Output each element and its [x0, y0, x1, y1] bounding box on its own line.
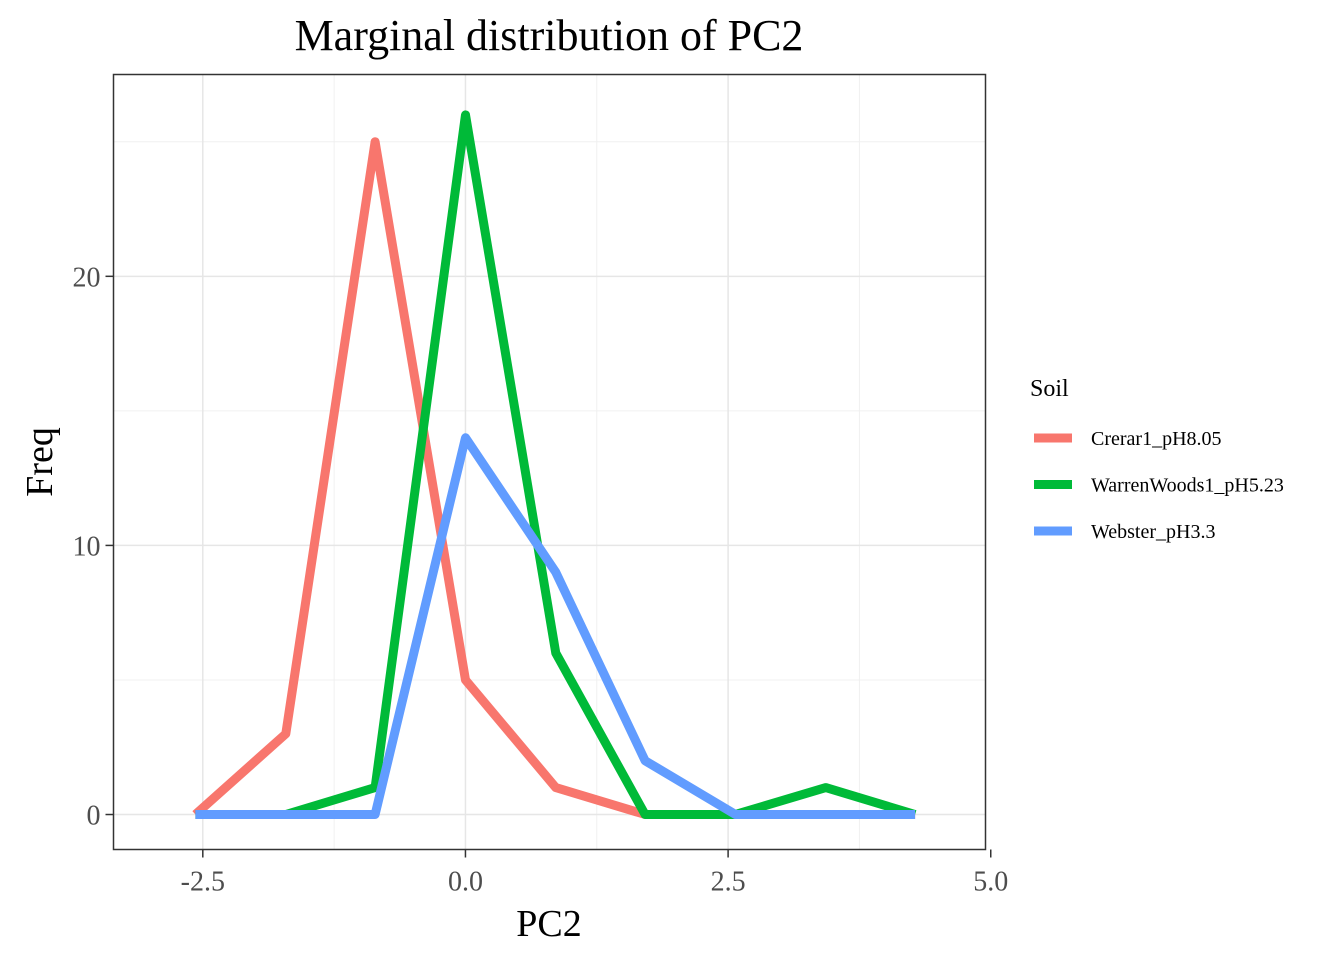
y-tick-label: 0: [87, 801, 101, 832]
y-axis-label: Freq: [19, 427, 61, 497]
x-tick-label: 0.0: [448, 867, 483, 898]
x-axis-label: PC2: [516, 903, 581, 945]
series-line-1: [195, 110, 917, 819]
legend: Soil Crerar1_pH8.05 WarrenWoods1_pH5.23 We…: [1030, 376, 1284, 543]
legend-label: WarrenWoods1_pH5.23: [1091, 475, 1284, 497]
legend-label: Crerar1_pH8.05: [1091, 428, 1222, 450]
x-axis-ticks: -2.5 0.0 2.5 5.0: [181, 849, 1008, 898]
grid-major: [113, 74, 986, 850]
y-tick-label: 10: [73, 531, 101, 562]
series-line-2: [195, 433, 916, 819]
x-tick-label: 5.0: [973, 867, 1008, 898]
legend-item: Crerar1_pH8.05: [1034, 428, 1222, 450]
legend-item: WarrenWoods1_pH5.23: [1034, 475, 1284, 497]
x-tick-label: 2.5: [711, 867, 746, 898]
series-line-0: [192, 137, 916, 819]
legend-title: Soil: [1030, 376, 1069, 402]
legend-item: Webster_pH3.3: [1034, 521, 1215, 543]
y-axis-ticks: 0 10 20: [73, 262, 114, 832]
legend-label: Webster_pH3.3: [1091, 521, 1215, 543]
series-lines: [192, 110, 917, 819]
grid-minor: [113, 74, 986, 850]
x-tick-label: -2.5: [181, 867, 225, 898]
chart-title: Marginal distribution of PC2: [295, 11, 804, 60]
legend-items: Crerar1_pH8.05 WarrenWoods1_pH5.23 Webster…: [1034, 428, 1284, 543]
y-tick-label: 20: [73, 262, 101, 293]
plot-panel-border: [112, 73, 987, 851]
